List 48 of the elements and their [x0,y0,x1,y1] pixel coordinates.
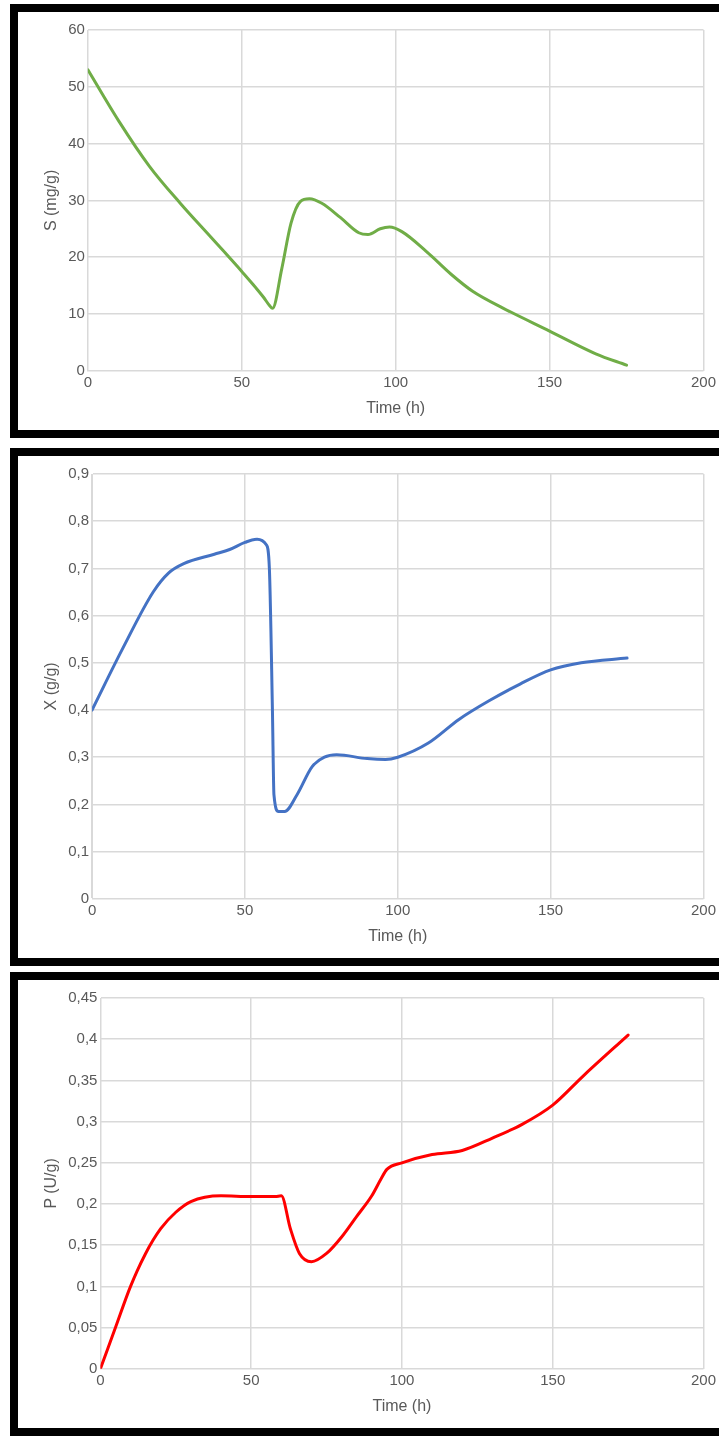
y-tick-label: 0 [80,888,90,906]
x-tick-label: 50 [242,1370,260,1388]
y-tick-label: 0,2 [68,794,90,812]
y-tick-label: 0 [76,360,85,378]
y-tick-label: 0,1 [76,1276,98,1294]
y-tick-label: 0,8 [68,511,90,529]
x-tick-label: 50 [236,900,254,918]
y-tick-label: 60 [68,20,85,38]
x-tick-label: 100 [385,900,411,918]
y-tick-label: 0,05 [68,1317,98,1335]
y-axis-title: X (g/g) [42,662,60,711]
y-axis-title: P (U/g) [42,1158,60,1209]
y-axis-title: S (mg/g) [42,169,60,232]
y-tick-label: 30 [68,190,85,208]
y-tick-label: 10 [68,304,85,322]
x-tick-label: 50 [233,372,251,390]
y-tick-label: 0,5 [68,652,90,670]
x-axis-title: Time (h) [366,398,426,416]
x-tick-label: 200 [690,372,716,390]
y-tick-label: 0,6 [68,605,90,623]
y-tick-label: 0,25 [68,1152,98,1170]
x-axis-title: Time (h) [372,1396,432,1414]
y-tick-label: 0,7 [68,558,90,576]
y-tick-label: 0,1 [68,841,90,859]
x-axis-title: Time (h) [368,926,428,944]
y-tick-label: 0,3 [68,747,90,765]
line-series [92,537,629,813]
y-tick-label: 40 [68,133,85,151]
y-tick-label: 0,3 [76,1111,98,1129]
x-tick-label: 150 [538,900,564,918]
x-tick-label: 150 [540,1370,566,1388]
y-tick-label: 0,2 [76,1194,98,1212]
y-tick-label: 0,35 [68,1070,98,1088]
y-tick-label: 0,4 [68,700,90,718]
y-tick-label: 0,4 [76,1029,98,1047]
x-tick-label: 200 [690,900,716,918]
x-tick-label: 150 [537,372,563,390]
line-series [100,1033,630,1369]
y-tick-label: 50 [68,76,85,94]
y-tick-label: 0,15 [68,1235,98,1253]
x-tick-label: 100 [383,372,409,390]
x-tick-label: 100 [389,1370,415,1388]
y-tick-label: 0,9 [68,464,90,482]
y-tick-label: 20 [68,247,85,265]
x-tick-label: 200 [690,1370,716,1388]
line-series [87,68,629,367]
y-tick-label: 0,45 [68,988,98,1006]
y-tick-label: 0 [89,1358,98,1376]
